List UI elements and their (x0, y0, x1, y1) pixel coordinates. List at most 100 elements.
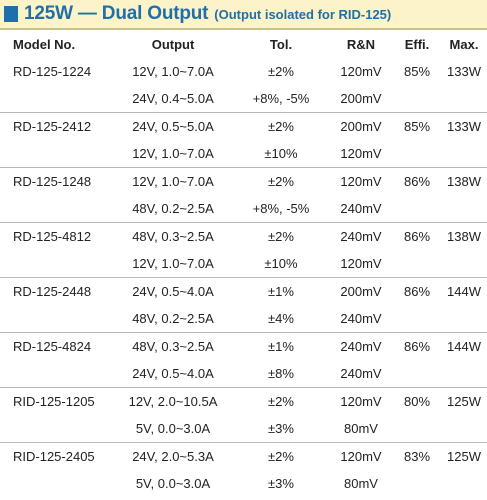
max-power-cell (441, 140, 487, 168)
model-number-cell: RD-125-2448 (13, 284, 92, 299)
ripple-noise-cell: 120mV (340, 174, 382, 189)
model-number-cell: RD-125-2412 (13, 119, 92, 134)
tolerance-cell: ±10% (233, 250, 329, 278)
model-number-cell: RD-125-1248 (13, 174, 92, 189)
max-power-cell: 133W (447, 119, 481, 134)
model-number-cell: RD-125-1224 (13, 64, 92, 79)
efficiency-cell (393, 305, 441, 333)
ripple-noise-cell: 120mV (340, 64, 382, 79)
model-number-cell: RD-125-4812 (13, 229, 92, 244)
ripple-noise-cell: 120mV (329, 140, 393, 168)
table-row: RID-125-2405 24V, 2.0~5.3A ±2% 120mV 83% 125W (0, 443, 487, 471)
output-cell: 48V, 0.3~2.5A (132, 339, 214, 354)
table-row: RID-125-1205 12V, 2.0~10.5A ±2% 120mV 80% 125… (0, 388, 487, 416)
output-cell: 24V, 2.0~5.3A (132, 449, 214, 464)
output-cell: 12V, 1.0~7.0A (132, 174, 214, 189)
column-header-tolerance: Tol. (269, 36, 293, 52)
model-number-cell (0, 470, 113, 497)
max-power-cell: 144W (447, 284, 481, 299)
tolerance-cell: ±2% (268, 229, 294, 244)
section-subtitle: (Output isolated for RID-125) (214, 6, 392, 22)
column-header-efficiency: Effi. (404, 36, 430, 52)
ripple-noise-cell: 240mV (329, 360, 393, 388)
table-body: RD-125-1224 12V, 1.0~7.0A ±2% 120mV 85% 133W 2… (0, 58, 487, 497)
model-number-cell (0, 250, 113, 278)
max-power-cell (441, 195, 487, 223)
model-number-cell (0, 305, 113, 333)
table-row: 48V, 0.2~2.5A +8%, -5% 240mV (0, 195, 487, 223)
tolerance-cell: ±3% (233, 415, 329, 443)
model-number-cell (0, 85, 113, 113)
table-header-row: Model No. Output Tol. R&N Effi. Max. (0, 30, 487, 58)
max-power-cell: 138W (447, 229, 481, 244)
max-power-cell (441, 85, 487, 113)
efficiency-cell (393, 85, 441, 113)
table-row: RD-125-2412 24V, 0.5~5.0A ±2% 200mV 85% 133W (0, 113, 487, 141)
output-cell: 24V, 0.5~5.0A (132, 119, 214, 134)
table-row: RD-125-2448 24V, 0.5~4.0A ±1% 200mV 86% 144W (0, 278, 487, 306)
ripple-noise-cell: 200mV (329, 85, 393, 113)
tolerance-cell: ±1% (268, 339, 294, 354)
efficiency-cell: 86% (403, 174, 431, 189)
output-cell: 12V, 1.0~7.0A (132, 64, 214, 79)
max-power-cell: 144W (447, 339, 481, 354)
ripple-noise-cell: 80mV (329, 415, 393, 443)
model-number-cell: RID-125-2405 (13, 449, 95, 464)
ripple-noise-cell: 120mV (340, 449, 382, 464)
ripple-noise-cell: 80mV (344, 476, 378, 491)
ripple-noise-cell: 240mV (340, 229, 382, 244)
column-header-max-power: Max. (449, 36, 479, 52)
tolerance-cell: ±3% (268, 476, 294, 491)
tolerance-cell: ±2% (268, 64, 294, 79)
column-header-output: Output (151, 36, 195, 52)
efficiency-cell (393, 470, 441, 497)
table-row: RD-125-4824 48V, 0.3~2.5A ±1% 240mV 86% 144W (0, 333, 487, 361)
ripple-noise-cell: 120mV (340, 394, 382, 409)
efficiency-cell (393, 250, 441, 278)
table-row: RD-125-1224 12V, 1.0~7.0A ±2% 120mV 85% 133W (0, 58, 487, 85)
efficiency-cell (393, 360, 441, 388)
model-number-cell: RID-125-1205 (13, 394, 95, 409)
model-number-cell (0, 415, 113, 443)
max-power-cell: 138W (447, 174, 481, 189)
spec-table: Model No. Output Tol. R&N Effi. Max. RD-… (0, 30, 487, 497)
output-cell: 48V, 0.2~2.5A (113, 195, 233, 223)
tolerance-cell: ±1% (268, 284, 294, 299)
model-number-cell (0, 140, 113, 168)
output-cell: 12V, 1.0~7.0A (113, 250, 233, 278)
table-row: 5V, 0.0~3.0A ±3% 80mV (0, 470, 487, 497)
table-row: 48V, 0.2~2.5A ±4% 240mV (0, 305, 487, 333)
column-header-model: Model No. (13, 36, 76, 52)
output-cell: 12V, 2.0~10.5A (128, 394, 218, 409)
model-number-cell: RD-125-4824 (13, 339, 92, 354)
table-row: 5V, 0.0~3.0A ±3% 80mV (0, 415, 487, 443)
efficiency-cell: 86% (403, 229, 431, 244)
ripple-noise-cell: 200mV (340, 119, 382, 134)
efficiency-cell: 85% (403, 64, 431, 79)
ripple-noise-cell: 240mV (340, 339, 382, 354)
max-power-cell: 125W (447, 394, 481, 409)
tolerance-cell: ±2% (268, 394, 294, 409)
max-power-cell: 133W (447, 64, 481, 79)
output-cell: 5V, 0.0~3.0A (113, 415, 233, 443)
tolerance-cell: ±10% (233, 140, 329, 168)
table-row: 12V, 1.0~7.0A ±10% 120mV (0, 140, 487, 168)
model-number-cell (0, 195, 113, 223)
tolerance-cell: ±4% (233, 305, 329, 333)
ripple-noise-cell: 200mV (340, 284, 382, 299)
tolerance-cell: ±2% (268, 119, 294, 134)
table-row: 24V, 0.5~4.0A ±8% 240mV (0, 360, 487, 388)
table-row: 24V, 0.4~5.0A +8%, -5% 200mV (0, 85, 487, 113)
max-power-cell (441, 415, 487, 443)
output-cell: 12V, 1.0~7.0A (113, 140, 233, 168)
max-power-cell (441, 360, 487, 388)
table-row: 12V, 1.0~7.0A ±10% 120mV (0, 250, 487, 278)
column-header-ripple-noise: R&N (346, 36, 376, 52)
tolerance-cell: ±2% (268, 449, 294, 464)
table-row: RD-125-4812 48V, 0.3~2.5A ±2% 240mV 86% 138W (0, 223, 487, 251)
output-cell: 24V, 0.5~4.0A (132, 284, 214, 299)
tolerance-cell: ±8% (233, 360, 329, 388)
ripple-noise-cell: 240mV (329, 195, 393, 223)
efficiency-cell (393, 140, 441, 168)
ripple-noise-cell: 120mV (329, 250, 393, 278)
